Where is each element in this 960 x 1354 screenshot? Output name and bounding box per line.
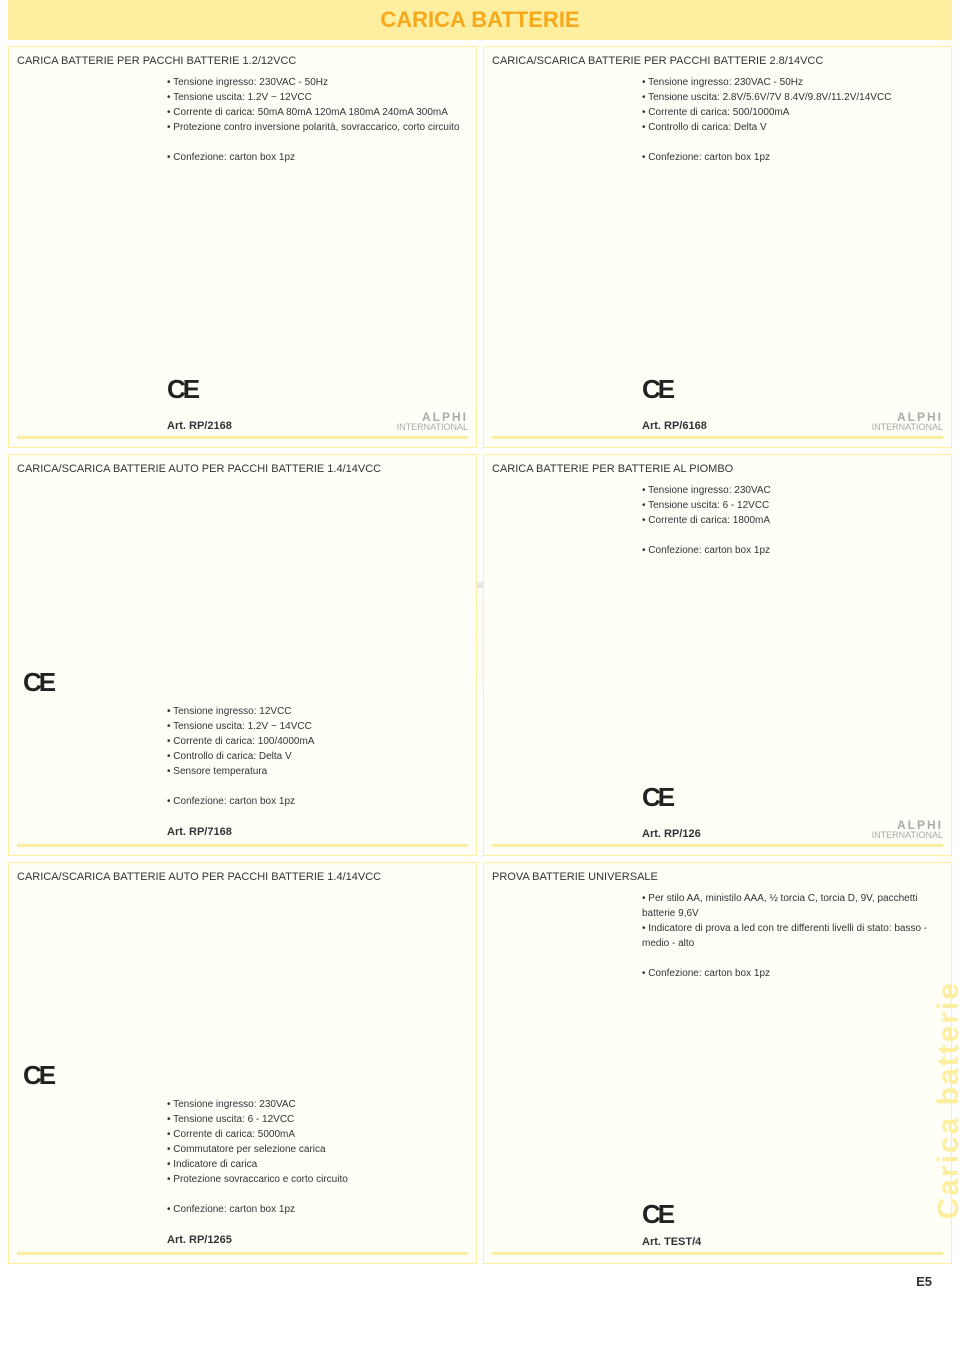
ce-section: CE — [642, 782, 943, 813]
card-title: CARICA/SCARICA BATTERIE PER PACCHI BATTE… — [492, 55, 943, 67]
brand-logo: ALPHIINTERNATIONAL — [397, 411, 468, 432]
card-title: PROVA BATTERIE UNIVERSALE — [492, 871, 943, 883]
ce-mark-icon: CE — [642, 374, 943, 405]
spec-list: Tensione ingresso: 230VAC Tensione uscit… — [167, 1097, 468, 1249]
product-card: PROVA BATTERIE UNIVERSALE Per stilo AA, … — [483, 862, 952, 1264]
spec-item: Tensione ingresso: 230VAC - 50Hz — [642, 75, 943, 90]
spec-item: Corrente di carica: 500/1000mA — [642, 105, 943, 120]
spec-item: Tensione uscita: 2.8V/5.6V/7V 8.4V/9.8V/… — [642, 90, 943, 105]
divider — [492, 844, 943, 847]
spec-item: Tensione uscita: 1.2V ~ 14VCC — [167, 719, 468, 734]
spec-item: Tensione uscita: 6 - 12VCC — [167, 1112, 468, 1127]
card-title: CARICA BATTERIE PER BATTERIE AL PIOMBO — [492, 463, 943, 475]
spec-item: Controllo di carica: Delta V — [642, 120, 943, 135]
pack-info: Confezione: carton box 1pz — [167, 1202, 468, 1217]
spec-item: Corrente di carica: 50mA 80mA 120mA 180m… — [167, 105, 468, 120]
ce-mark-icon: CE — [642, 1199, 943, 1230]
ce-section: CE — [642, 374, 943, 405]
page-number: E5 — [8, 1264, 952, 1299]
product-card: CARICA/SCARICA BATTERIE PER PACCHI BATTE… — [483, 46, 952, 448]
pack-info: Confezione: carton box 1pz — [642, 543, 943, 558]
spec-item: Indicatore di carica — [167, 1157, 468, 1172]
divider — [17, 1252, 468, 1255]
spec-list: Tensione ingresso: 230VAC - 50Hz Tension… — [167, 75, 468, 165]
spec-item: Commutatore per selezione carica — [167, 1142, 468, 1157]
article-code: Art. RP/2168 — [167, 420, 232, 432]
spec-item: Sensore temperatura — [167, 764, 468, 779]
ce-mark-icon: CE — [167, 374, 468, 405]
brand-logo: ALPHIINTERNATIONAL — [872, 819, 943, 840]
product-card: CARICA BATTERIE PER PACCHI BATTERIE 1.2/… — [8, 46, 477, 448]
spec-list: Tensione ingresso: 230VAC - 50Hz Tension… — [642, 75, 943, 165]
product-card: CARICA/SCARICA BATTERIE AUTO PER PACCHI … — [8, 454, 477, 856]
side-label: Carica batterie — [932, 981, 960, 1219]
spec-item: Tensione ingresso: 230VAC — [642, 483, 943, 498]
spec-item: Tensione ingresso: 230VAC - 50Hz — [167, 75, 468, 90]
divider — [492, 436, 943, 439]
pack-info: Confezione: carton box 1pz — [642, 150, 943, 165]
article-code: Art. TEST/4 — [642, 1236, 701, 1248]
spec-item: Protezione contro inversione polarità, s… — [167, 120, 468, 135]
ce-section: CE — [167, 374, 468, 405]
spec-item: Protezione sovraccarico e corto circuito — [167, 1172, 468, 1187]
ce-mark-icon: CE — [23, 667, 468, 698]
ce-section: CE — [642, 1199, 943, 1230]
divider — [492, 1252, 943, 1255]
pack-info: Confezione: carton box 1pz — [167, 794, 468, 809]
article-code: Art. RP/6168 — [642, 420, 707, 432]
divider — [17, 436, 468, 439]
pack-info: Confezione: carton box 1pz — [642, 966, 943, 981]
article-code: Art. RP/126 — [642, 828, 701, 840]
ce-mark-icon: CE — [642, 782, 943, 813]
article-code: Art. RP/1265 — [167, 1232, 468, 1249]
card-title: CARICA/SCARICA BATTERIE AUTO PER PACCHI … — [17, 463, 468, 475]
ce-mark-icon: CE — [23, 1060, 468, 1091]
brand-logo: ALPHIINTERNATIONAL — [872, 411, 943, 432]
pack-info: Confezione: carton box 1pz — [167, 150, 468, 165]
spec-item: Corrente di carica: 1800mA — [642, 513, 943, 528]
page-title: CARICA BATTERIE — [8, 0, 952, 40]
spec-item: Tensione ingresso: 230VAC — [167, 1097, 468, 1112]
spec-list: Per stilo AA, ministilo AAA, ½ torcia C,… — [642, 891, 943, 981]
card-title: CARICA BATTERIE PER PACCHI BATTERIE 1.2/… — [17, 55, 468, 67]
product-card: CARICA/SCARICA BATTERIE AUTO PER PACCHI … — [8, 862, 477, 1264]
spec-item: Tensione ingresso: 12VCC — [167, 704, 468, 719]
spec-item: Indicatore di prova a led con tre differ… — [642, 921, 943, 951]
spec-list: Tensione ingresso: 230VAC Tensione uscit… — [642, 483, 943, 558]
spec-item: Per stilo AA, ministilo AAA, ½ torcia C,… — [642, 891, 943, 921]
product-card: CARICA BATTERIE PER BATTERIE AL PIOMBO T… — [483, 454, 952, 856]
spec-item: Corrente di carica: 100/4000mA — [167, 734, 468, 749]
card-title: CARICA/SCARICA BATTERIE AUTO PER PACCHI … — [17, 871, 468, 883]
spec-item: Tensione uscita: 1.2V ~ 12VCC — [167, 90, 468, 105]
spec-item: Tensione uscita: 6 - 12VCC — [642, 498, 943, 513]
spec-item: Corrente di carica: 5000mA — [167, 1127, 468, 1142]
spec-item: Controllo di carica: Delta V — [167, 749, 468, 764]
article-code: Art. RP/7168 — [167, 824, 468, 841]
spec-list: Tensione ingresso: 12VCC Tensione uscita… — [167, 704, 468, 841]
divider — [17, 844, 468, 847]
